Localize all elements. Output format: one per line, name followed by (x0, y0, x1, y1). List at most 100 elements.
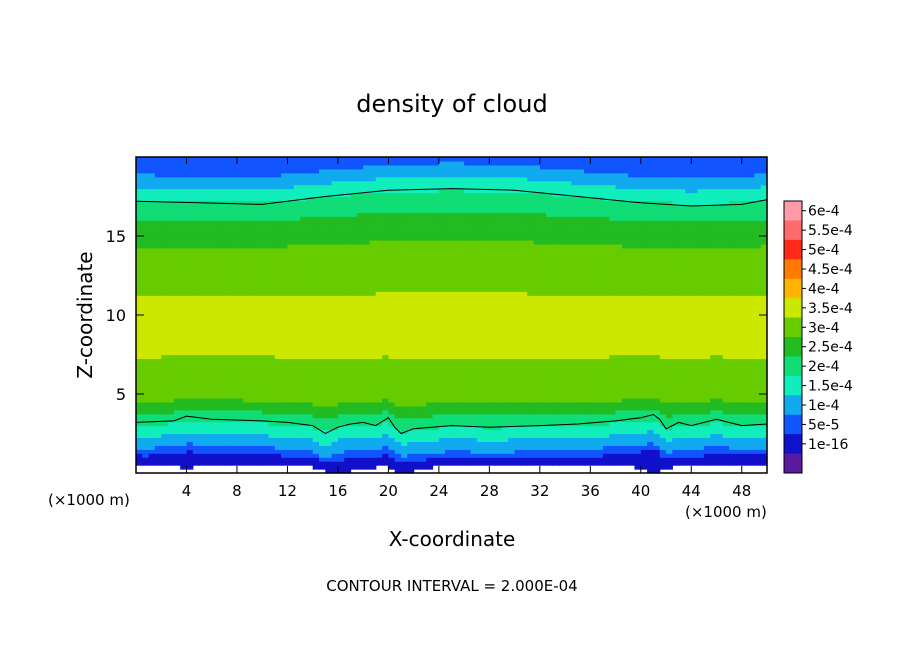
field-cell (274, 370, 282, 375)
field-cell (274, 330, 282, 336)
field-cell (388, 157, 396, 162)
field-cell (142, 441, 150, 446)
field-cell (356, 382, 364, 387)
field-cell (483, 228, 490, 233)
field-cell (533, 275, 541, 281)
field-cell (249, 401, 257, 407)
field-cell (148, 232, 156, 237)
field-cell (356, 461, 364, 466)
field-cell (337, 236, 345, 241)
field-cell (268, 239, 276, 245)
field-cell (464, 449, 472, 454)
field-cell (426, 318, 434, 324)
field-cell (274, 429, 282, 435)
field-cell (363, 251, 371, 257)
field-cell (148, 318, 156, 324)
field-cell (483, 417, 490, 423)
field-cell (249, 267, 257, 273)
field-cell (401, 188, 408, 194)
field-cell (205, 192, 213, 198)
field-cell (331, 200, 339, 205)
field-cell (173, 437, 181, 442)
field-cell (388, 259, 396, 265)
field-cell (520, 160, 528, 166)
field-cell (350, 267, 358, 273)
field-cell (142, 172, 150, 178)
field-cell (432, 228, 440, 233)
field-cell (363, 259, 371, 265)
field-cell (331, 378, 339, 383)
field-cell (495, 299, 503, 304)
field-cell (274, 279, 282, 284)
field-cell (199, 247, 207, 253)
field-cell (249, 437, 257, 442)
field-cell (520, 350, 528, 356)
field-cell (483, 453, 490, 458)
field-cell (407, 358, 415, 363)
field-cell (186, 172, 194, 178)
field-cell (407, 176, 415, 182)
field-cell (274, 172, 282, 178)
field-cell (394, 362, 402, 367)
field-cell (369, 386, 377, 391)
field-cell (419, 378, 427, 383)
field-cell (274, 287, 282, 292)
field-cell (268, 330, 276, 336)
field-cell (230, 338, 238, 344)
field-cell (281, 441, 289, 446)
field-cell (312, 318, 320, 324)
field-cell (432, 168, 440, 174)
field-cell (419, 208, 427, 213)
field-cell (369, 417, 377, 423)
field-cell (180, 350, 188, 356)
field-cell (268, 224, 276, 229)
field-cell (514, 374, 522, 379)
field-cell (407, 192, 415, 198)
field-cell (230, 429, 238, 435)
field-cell (476, 204, 484, 209)
field-cell (224, 461, 232, 466)
field-cell (501, 157, 509, 162)
field-cell (331, 326, 339, 332)
field-cell (356, 204, 364, 209)
field-cell (199, 232, 207, 237)
field-cell (173, 330, 181, 336)
field-cell (508, 232, 516, 237)
field-cell (281, 322, 289, 328)
field-cell (274, 461, 282, 466)
field-cell (438, 204, 446, 209)
field-cell (445, 184, 453, 190)
field-cell (382, 251, 389, 257)
field-cell (476, 370, 484, 375)
field-cell (167, 263, 175, 269)
field-cell (287, 425, 295, 431)
field-cell (495, 429, 503, 435)
field-cell (161, 425, 169, 431)
field-cell (318, 330, 326, 336)
field-cell (520, 457, 528, 462)
field-cell (331, 291, 339, 296)
field-cell (167, 168, 175, 174)
field-cell (419, 417, 427, 423)
field-cell (514, 307, 522, 312)
field-cell (382, 386, 389, 391)
field-cell (281, 378, 289, 383)
field-cell (218, 437, 225, 442)
field-cell (344, 362, 352, 367)
field-cell (287, 405, 295, 411)
field-cell (293, 433, 301, 439)
field-cell (281, 243, 289, 249)
field-cell (401, 184, 408, 190)
field-cell (325, 243, 333, 249)
field-cell (312, 386, 320, 391)
field-cell (445, 180, 453, 186)
field-cell (476, 299, 484, 304)
field-cell (394, 275, 402, 281)
field-cell (180, 243, 188, 249)
field-cell (470, 318, 478, 324)
field-cell (363, 283, 371, 288)
field-cell (167, 287, 175, 292)
field-cell (136, 409, 143, 415)
field-cell (451, 160, 459, 166)
field-cell (148, 208, 156, 213)
